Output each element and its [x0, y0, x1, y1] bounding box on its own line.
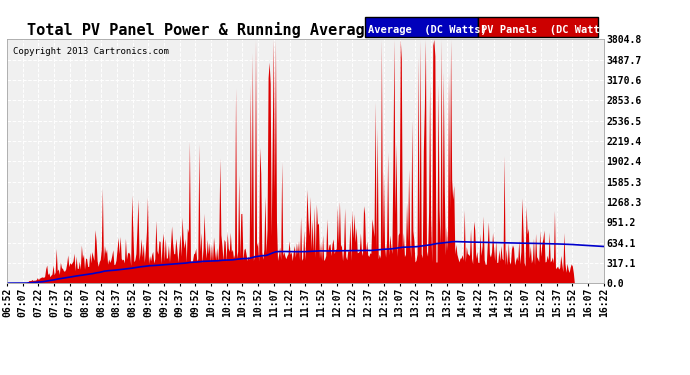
Text: Copyright 2013 Cartronics.com: Copyright 2013 Cartronics.com — [13, 47, 169, 56]
Text: Average  (DC Watts): Average (DC Watts) — [368, 25, 486, 35]
Title: Total PV Panel Power & Running Average Power Mon Nov 18 16:32: Total PV Panel Power & Running Average P… — [27, 22, 584, 38]
FancyBboxPatch shape — [478, 17, 598, 37]
FancyBboxPatch shape — [365, 17, 478, 37]
Text: PV Panels  (DC Watts): PV Panels (DC Watts) — [482, 25, 613, 35]
